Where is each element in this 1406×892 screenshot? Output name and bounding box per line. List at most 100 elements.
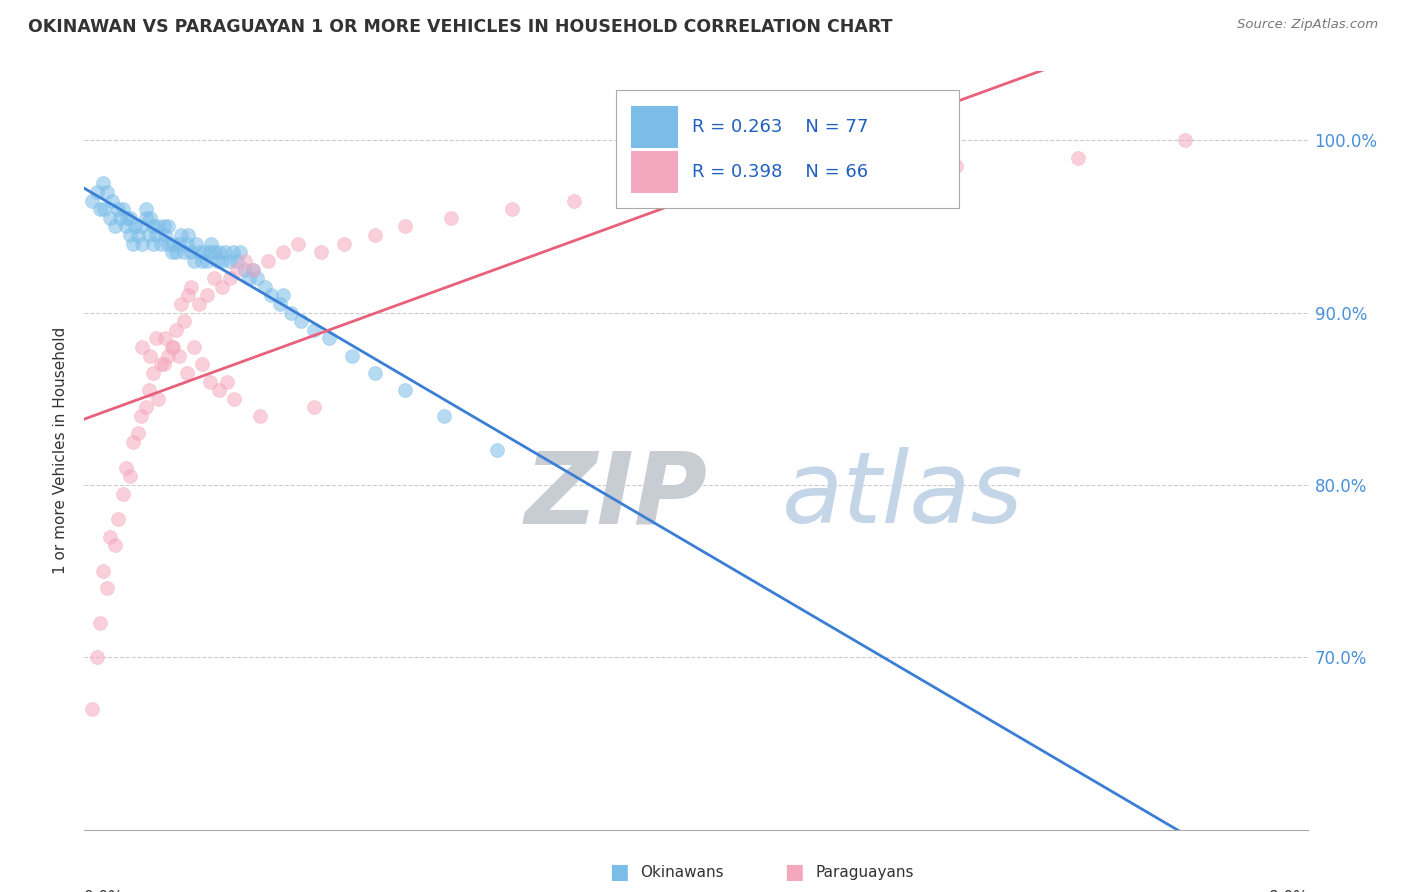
Text: 8.0%: 8.0%	[1268, 890, 1308, 892]
Point	[287, 236, 309, 251]
Point	[180, 245, 202, 260]
Point	[127, 426, 149, 441]
Point	[238, 271, 260, 285]
Point	[200, 236, 222, 251]
Point	[198, 245, 221, 260]
Point	[562, 194, 585, 208]
Text: atlas: atlas	[782, 448, 1024, 544]
Point	[208, 383, 231, 397]
Point	[364, 366, 387, 380]
Point	[107, 512, 129, 526]
Point	[145, 228, 167, 243]
Point	[173, 245, 195, 260]
Point	[394, 383, 416, 397]
Point	[246, 271, 269, 285]
Point	[86, 185, 108, 199]
Point	[257, 253, 280, 268]
Point	[135, 202, 157, 217]
Point	[638, 185, 661, 199]
Point	[142, 219, 165, 234]
Point	[180, 279, 202, 293]
Point	[170, 228, 193, 243]
Point	[153, 357, 176, 371]
Point	[188, 297, 211, 311]
Point	[249, 409, 271, 423]
Point	[124, 219, 146, 234]
Point	[269, 297, 291, 311]
Point	[162, 340, 184, 354]
Point	[195, 253, 218, 268]
Point	[193, 245, 215, 260]
Point	[233, 262, 256, 277]
Point	[340, 349, 363, 363]
Point	[160, 340, 183, 354]
Point	[146, 219, 169, 234]
Point	[120, 228, 142, 243]
Point	[91, 177, 114, 191]
Point	[302, 323, 325, 337]
Point	[311, 245, 333, 260]
Point	[153, 219, 176, 234]
Point	[157, 349, 180, 363]
Point	[149, 357, 172, 371]
Point	[122, 434, 145, 449]
Point	[91, 564, 114, 578]
Point	[945, 159, 967, 173]
Point	[98, 530, 121, 544]
Text: Source: ZipAtlas.com: Source: ZipAtlas.com	[1237, 18, 1378, 31]
Point	[302, 401, 325, 415]
Point	[160, 245, 183, 260]
Point	[111, 486, 134, 500]
Point	[242, 262, 264, 277]
Point	[333, 236, 356, 251]
Point	[98, 211, 121, 225]
Point	[207, 253, 229, 268]
Point	[129, 409, 152, 423]
Point	[183, 253, 205, 268]
Point	[226, 262, 249, 277]
Point	[280, 305, 302, 319]
Point	[433, 409, 456, 423]
Point	[120, 211, 142, 225]
Point	[80, 702, 103, 716]
Point	[104, 219, 127, 234]
Point	[198, 375, 221, 389]
Point	[93, 202, 115, 217]
Point	[89, 615, 111, 630]
Text: ■: ■	[609, 863, 628, 882]
Point	[157, 219, 180, 234]
Point	[260, 288, 283, 302]
Point	[129, 219, 152, 234]
Text: Paraguayans: Paraguayans	[815, 865, 914, 880]
Point	[177, 228, 200, 243]
Point	[215, 375, 238, 389]
Point	[253, 279, 276, 293]
Point	[131, 340, 153, 354]
Point	[138, 228, 160, 243]
Point	[138, 383, 160, 397]
Y-axis label: 1 or more Vehicles in Household: 1 or more Vehicles in Household	[53, 326, 69, 574]
Point	[142, 236, 165, 251]
Point	[202, 245, 225, 260]
Point	[211, 279, 233, 293]
Point	[86, 650, 108, 665]
Point	[131, 236, 153, 251]
Text: ZIP: ZIP	[524, 448, 707, 544]
Point	[149, 236, 172, 251]
Point	[226, 253, 249, 268]
Point	[176, 366, 198, 380]
Point	[290, 314, 312, 328]
Point	[177, 288, 200, 302]
Point	[176, 236, 198, 251]
Point	[142, 366, 165, 380]
Point	[145, 331, 167, 345]
Point	[167, 349, 190, 363]
Point	[214, 245, 236, 260]
Text: 0.0%: 0.0%	[84, 890, 124, 892]
Text: R = 0.398    N = 66: R = 0.398 N = 66	[692, 163, 869, 181]
Point	[101, 194, 124, 208]
Point	[122, 236, 145, 251]
Point	[162, 236, 184, 251]
Point	[1067, 151, 1090, 165]
FancyBboxPatch shape	[631, 106, 678, 147]
